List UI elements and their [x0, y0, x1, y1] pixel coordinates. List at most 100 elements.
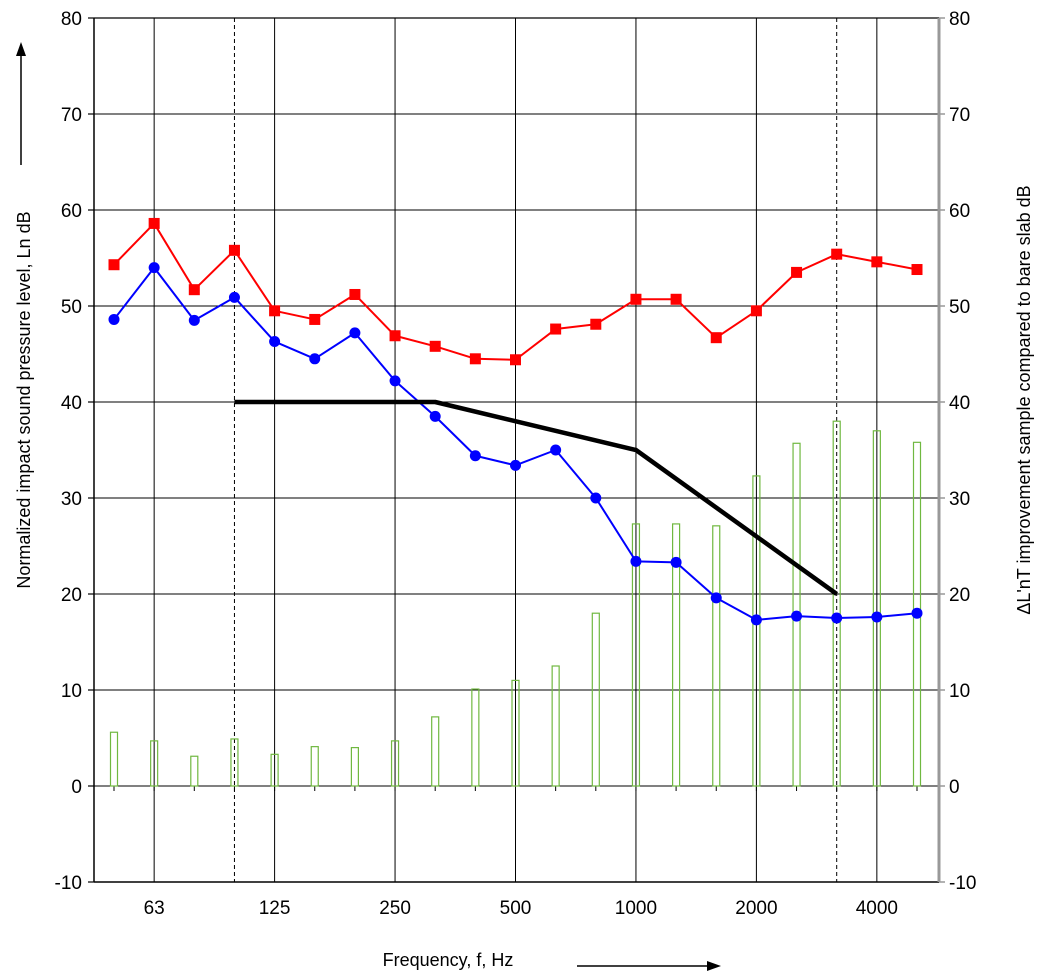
square-marker — [469, 353, 481, 365]
y-axis-title: Normalized impact sound pressure level, … — [14, 211, 34, 588]
circle-marker — [710, 592, 722, 604]
circle-marker — [148, 262, 160, 274]
bar — [631, 523, 641, 787]
bar — [190, 755, 199, 787]
bar — [270, 753, 279, 787]
circle-marker — [188, 314, 200, 326]
bar — [230, 738, 239, 787]
square-marker — [831, 248, 843, 260]
square-marker — [911, 264, 923, 276]
square-marker — [710, 332, 722, 344]
square-marker — [228, 244, 240, 256]
square-marker — [309, 313, 321, 325]
y-axis-arrow — [16, 42, 26, 165]
circle-marker — [349, 327, 361, 339]
circle-marker — [550, 444, 562, 456]
circle-marker — [389, 375, 401, 387]
bar — [671, 523, 681, 787]
bar — [390, 740, 400, 787]
bar — [591, 612, 600, 787]
plot-frame — [88, 17, 945, 883]
x-tick-label: 2000 — [735, 898, 777, 919]
y-tick-label: 50 — [61, 297, 82, 318]
y2-tick-label: 0 — [949, 777, 960, 798]
reference-curve — [234, 399, 839, 596]
square-marker — [188, 284, 200, 296]
circle-marker — [269, 336, 281, 348]
x-tick-label: 4000 — [856, 898, 898, 919]
square-marker — [590, 318, 602, 330]
circle-marker — [831, 612, 843, 624]
circle-marker — [630, 555, 642, 567]
y-tick-label: 0 — [71, 777, 82, 798]
x-tick-label: 1000 — [615, 898, 657, 919]
bar — [872, 430, 881, 787]
circle-marker — [429, 410, 441, 422]
y2-tick-label: 30 — [949, 489, 970, 510]
tick-labels: -10 0 10 20 30 40 50 60 70 80 -10 0 10 20 30 40 50 60 70 80… — [55, 9, 977, 919]
bar — [471, 688, 480, 787]
y-tick-label: 80 — [61, 9, 82, 30]
x-tick-label: 125 — [259, 898, 291, 919]
y2-tick-label: 80 — [949, 9, 970, 30]
circle-marker — [590, 492, 602, 504]
square-marker — [349, 288, 361, 300]
square-marker — [791, 266, 803, 278]
y2-tick-label: -10 — [949, 873, 976, 894]
square-marker — [148, 217, 160, 229]
x-tick-label: 63 — [144, 898, 165, 919]
square-marker — [750, 305, 762, 317]
square-marker — [550, 323, 562, 335]
bar — [511, 679, 520, 787]
circle-marker — [469, 450, 481, 462]
y2-tick-label: 40 — [949, 393, 970, 414]
bar — [551, 665, 560, 787]
circle-marker — [309, 353, 321, 365]
circle-marker — [911, 607, 923, 619]
bar — [109, 731, 119, 787]
circle-marker — [750, 614, 762, 626]
y2-tick-label: 10 — [949, 681, 970, 702]
y2-tick-label: 50 — [949, 297, 970, 318]
bar — [431, 716, 440, 787]
y-tick-label: 70 — [61, 105, 82, 126]
bar — [310, 746, 319, 787]
x-axis-title: Frequency, f, Hz — [383, 950, 514, 970]
bar — [350, 746, 359, 787]
square-marker — [670, 293, 682, 305]
y-tick-label: 10 — [61, 681, 82, 702]
square-marker — [510, 354, 521, 366]
square-marker — [871, 256, 883, 268]
x-tick-label: 500 — [500, 898, 532, 919]
bar — [752, 475, 761, 787]
y-tick-label: 60 — [61, 201, 82, 222]
square-marker — [630, 293, 642, 305]
square-marker — [269, 305, 281, 317]
y2-tick-label: 60 — [949, 201, 970, 222]
y2-axis-title: ΔL'nT improvement sample compared to bar… — [1014, 185, 1034, 614]
square-marker — [389, 330, 401, 342]
bar-series — [109, 420, 922, 787]
circle-marker — [108, 313, 120, 325]
x-axis-arrow — [577, 961, 721, 971]
bar — [832, 420, 841, 787]
y2-tick-label: 20 — [949, 585, 970, 606]
bar — [150, 740, 159, 787]
line-series — [108, 217, 923, 626]
y2-tick-label: 70 — [949, 105, 970, 126]
circle-marker — [791, 610, 803, 622]
y-tick-label: -10 — [55, 873, 82, 894]
circle-marker — [510, 459, 521, 471]
bar — [712, 525, 721, 787]
circle-marker — [670, 556, 682, 568]
square-marker — [429, 340, 441, 352]
x-tick-label: 250 — [379, 898, 411, 919]
grid — [94, 17, 939, 883]
square-marker — [108, 259, 120, 271]
circle-marker — [228, 291, 240, 303]
y-tick-label: 40 — [61, 393, 82, 414]
circle-marker — [871, 611, 883, 623]
y-tick-label: 30 — [61, 489, 82, 510]
